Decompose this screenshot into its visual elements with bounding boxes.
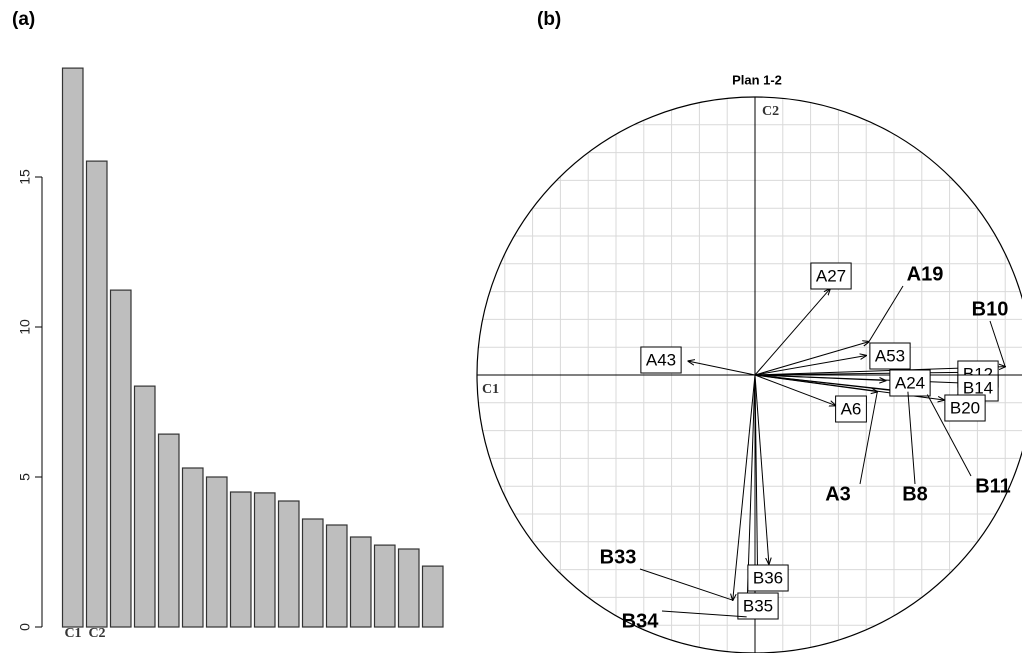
point-label: A3 xyxy=(825,483,851,505)
bar xyxy=(181,467,204,628)
point-label: A43 xyxy=(646,350,676,369)
arrow xyxy=(754,342,869,376)
leader-line xyxy=(926,394,972,477)
label-frame xyxy=(810,262,852,290)
point-label: B20 xyxy=(950,398,980,417)
chart-title: Plan 1-2 xyxy=(732,72,782,87)
arrow xyxy=(755,374,758,589)
label-frame xyxy=(737,592,779,620)
point-label: B35 xyxy=(743,596,773,615)
point-label: B34 xyxy=(622,610,660,632)
x-tick-label: C1 xyxy=(64,626,81,641)
bar xyxy=(349,536,372,628)
point-label: A27 xyxy=(816,266,846,285)
arrow xyxy=(754,356,866,376)
leader-line xyxy=(907,391,916,485)
arrow xyxy=(754,374,972,383)
label-frame xyxy=(640,346,682,374)
arrow xyxy=(754,372,972,375)
bar xyxy=(421,565,444,628)
bar xyxy=(229,491,252,628)
leader-line xyxy=(639,568,733,601)
label-box: B36 xyxy=(747,564,789,592)
bar xyxy=(61,67,84,628)
label-box: A53 xyxy=(869,342,911,370)
y-tick-label: 15 xyxy=(17,169,33,185)
label-box: A43 xyxy=(640,346,682,374)
label-box: A6 xyxy=(835,395,867,423)
point-label: A53 xyxy=(875,346,905,365)
arrow xyxy=(688,361,756,376)
point-label: B10 xyxy=(972,298,1009,320)
bar xyxy=(277,500,300,628)
y-tick-label: 10 xyxy=(17,319,33,335)
y-axis-label: C2 xyxy=(762,104,779,119)
arrow xyxy=(754,374,769,564)
panel-label: (b) xyxy=(537,9,561,30)
panel-label: (a) xyxy=(12,9,35,30)
label-frame xyxy=(889,369,931,397)
bar xyxy=(133,385,156,628)
label-frame xyxy=(835,395,867,423)
point-label: B14 xyxy=(963,378,993,397)
bar xyxy=(157,433,180,628)
leader-line xyxy=(989,320,1006,367)
bar xyxy=(109,289,132,628)
bar xyxy=(325,524,348,628)
bar xyxy=(85,160,108,628)
point-label: B11 xyxy=(975,475,1011,497)
point-label: B8 xyxy=(902,483,928,505)
point-label: B36 xyxy=(753,568,783,587)
y-tick-label: 5 xyxy=(17,473,33,481)
point-label: A24 xyxy=(895,373,925,392)
label-box: B35 xyxy=(737,592,779,620)
point-label: B33 xyxy=(600,546,637,568)
bar xyxy=(253,492,276,628)
arrow xyxy=(754,374,836,406)
label-box: A27 xyxy=(810,262,852,290)
point-label: A6 xyxy=(841,399,862,418)
label-box: B20 xyxy=(944,394,986,422)
leader-line xyxy=(661,610,747,618)
y-tick-label: 0 xyxy=(17,623,33,631)
leader-line xyxy=(859,391,878,485)
leader-line xyxy=(868,285,904,342)
point-label: A19 xyxy=(907,263,944,285)
arrow xyxy=(733,374,756,600)
bar xyxy=(301,518,324,628)
bar xyxy=(397,548,420,628)
label-frame xyxy=(869,342,911,370)
label-frame xyxy=(944,394,986,422)
x-axis-label: C1 xyxy=(482,382,499,397)
label-box: A24 xyxy=(889,369,931,397)
bar xyxy=(373,544,396,628)
bar xyxy=(205,476,228,628)
x-tick-label: C2 xyxy=(88,626,105,641)
arrow xyxy=(754,289,830,376)
label-frame xyxy=(747,564,789,592)
